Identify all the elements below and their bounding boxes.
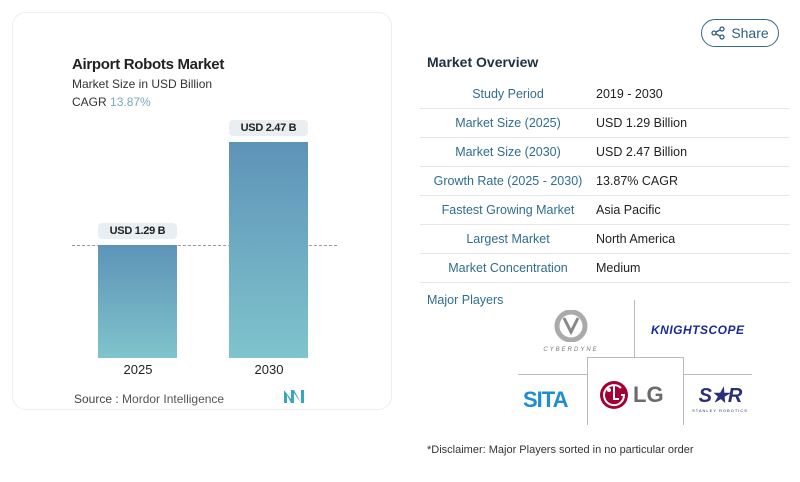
lg-logo-icon [600,381,628,409]
row-label: Growth Rate (2025 - 2030) [433,174,583,188]
x-tick-label: 2025 [123,362,153,377]
row-value: North America [596,232,676,246]
row-label: Market Size (2030) [455,145,561,159]
row-value: 2019 - 2030 [596,87,663,101]
cagr-label: CAGR [72,95,107,109]
row-value: USD 1.29 Billion [596,116,688,130]
major-players-title: Major Players [427,293,504,307]
chart-subtitle: Market Size in USD Billion [72,77,213,91]
logo-stanley-robotics: S★R STANLEY ROBOTICS [692,385,748,413]
chart-title: Airport Robots Market [72,56,225,73]
logo-sita: SITA [523,387,568,412]
divider [634,300,635,368]
overview-row: Market Concentration Medium [420,254,790,283]
row-label: Market Size (2025) [455,116,561,130]
overview-row: Fastest Growing Market Asia Pacific [420,196,790,225]
row-value: Asia Pacific [596,203,661,217]
row-label: Largest Market [466,232,550,246]
row-value: 13.87% CAGR [596,174,678,188]
logo-cyberdyne: CYBERDYNE [537,309,605,353]
overview-row: Study Period 2019 - 2030 [420,80,790,109]
mordor-logo-icon [284,390,304,403]
row-label: Market Concentration [448,261,568,275]
overview-title: Market Overview [427,54,539,70]
cyberdyne-logo-icon [554,309,588,343]
row-label: Fastest Growing Market [441,203,575,217]
data-label: USD 1.29 B [98,223,177,239]
row-value: USD 2.47 Billion [596,145,688,159]
share-icon [711,26,725,40]
row-value: Medium [596,261,641,275]
source: Source : Mordor Intelligence [74,392,224,406]
source-label: Source : [74,392,119,406]
chart-card [12,12,392,410]
logo-knightscope: KNIGHTSCOPE [651,323,745,337]
reference-line [72,245,337,246]
cagr-value: 13.87% [110,95,151,109]
source-name: Mordor Intelligence [122,392,225,406]
overview-row: Market Size (2025) USD 1.29 Billion [420,109,790,138]
data-label: USD 2.47 B [229,119,308,136]
overview-row: Growth Rate (2025 - 2030) 13.87% CAGR [420,167,790,196]
bar-2030 [229,141,308,358]
x-tick-label: 2030 [254,362,284,377]
share-label: Share [731,25,769,41]
cagr: CAGR 13.87% [72,95,151,109]
disclaimer: *Disclaimer: Major Players sorted in no … [427,444,694,456]
row-label: Study Period [472,87,544,101]
share-button[interactable]: Share [701,19,779,47]
overview-row: Market Size (2030) USD 2.47 Billion [420,138,790,167]
logo-lg: LG [599,380,664,410]
overview-row: Largest Market North America [420,225,790,254]
bar-2025 [98,245,177,358]
